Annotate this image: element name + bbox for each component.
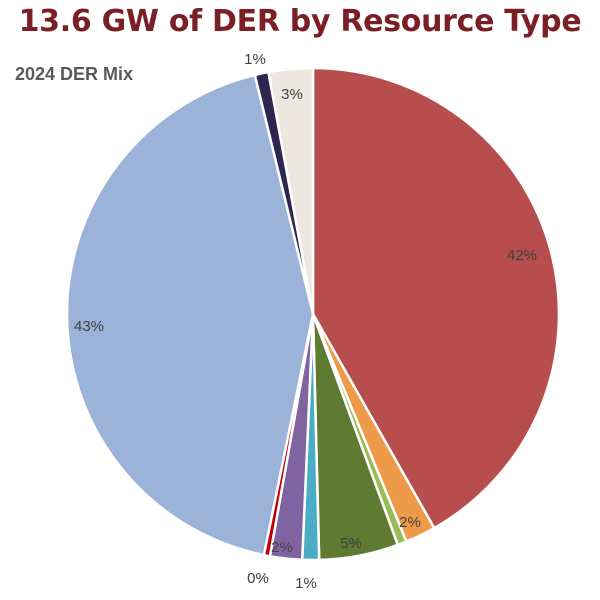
slice-label-1: 42% (507, 247, 537, 264)
slice-label-5: 1% (295, 575, 317, 592)
slice-label-2: 2% (399, 514, 421, 531)
slice-label-10: 3% (281, 86, 303, 103)
pie-slice-10 (267, 66, 315, 316)
slice-label-8: 43% (74, 318, 104, 335)
slice-label-4: 5% (340, 535, 362, 552)
pie-labels: 42%2%5%1%2%0%43%1%3% (74, 51, 537, 592)
pie-slices (65, 66, 561, 562)
pie-slice-1 (311, 66, 561, 530)
pie-slice-8 (65, 73, 315, 557)
chart-subtitle: 2024 DER Mix (15, 64, 134, 84)
slice-label-9: 1% (244, 51, 266, 68)
slice-label-6: 2% (271, 539, 293, 556)
chart-title: 13.6 GW of DER by Resource Type (18, 4, 582, 39)
slice-label-7: 0% (247, 570, 269, 587)
